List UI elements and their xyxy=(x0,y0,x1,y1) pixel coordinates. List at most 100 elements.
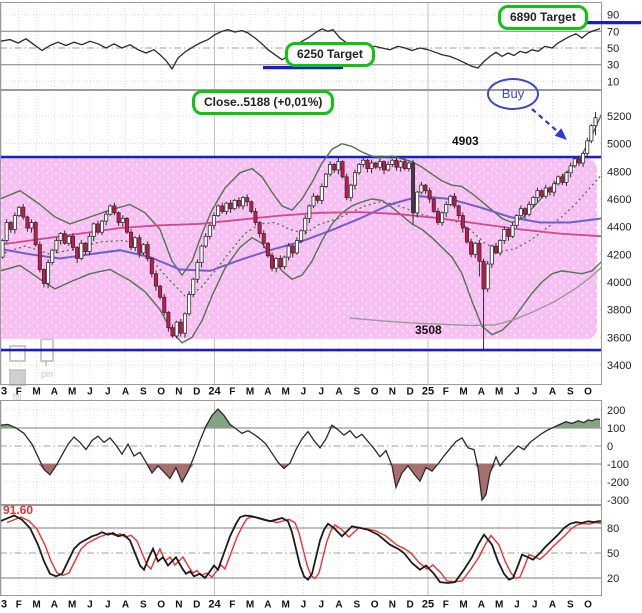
candle xyxy=(50,249,55,264)
candle xyxy=(307,205,312,219)
candle xyxy=(37,244,42,270)
candle xyxy=(340,161,345,178)
candle xyxy=(547,187,552,193)
candle xyxy=(377,161,382,168)
candle xyxy=(112,205,117,214)
x-axis-label: M xyxy=(246,600,254,611)
candle xyxy=(21,206,26,218)
x-axis-label: M xyxy=(281,600,289,611)
candle xyxy=(460,215,465,229)
x-axis-label: 24 xyxy=(208,599,221,611)
x-axis-label: M xyxy=(459,387,467,398)
candle xyxy=(261,233,266,244)
y-axis-label: 4200 xyxy=(607,249,631,261)
candle xyxy=(498,240,503,254)
candle xyxy=(33,222,38,246)
candle xyxy=(473,242,478,255)
close-price-label: Close..5188 (+0,01%) xyxy=(192,90,335,115)
x-axis-label: D xyxy=(407,387,414,398)
candle xyxy=(394,159,399,168)
x-axis-label: S xyxy=(140,387,147,398)
ma-gray xyxy=(349,266,602,327)
candle xyxy=(481,260,486,290)
x-axis-label: J xyxy=(514,600,520,611)
y-axis-label: 3600 xyxy=(607,332,631,344)
candle xyxy=(191,278,196,295)
candle xyxy=(95,223,100,233)
candle xyxy=(129,231,134,248)
price-panel: 5200 5000 4800 4600 4400 4200 4000 3800 3600 3400 xyxy=(0,111,631,372)
candle xyxy=(257,222,262,234)
candle xyxy=(253,211,258,223)
candle xyxy=(556,176,561,185)
candle xyxy=(83,242,88,252)
x-axis-label: A xyxy=(264,387,271,398)
candle xyxy=(124,217,129,233)
x-axis-label: 24 xyxy=(208,386,221,398)
x-axis-label: M xyxy=(495,387,503,398)
candle xyxy=(435,211,440,223)
candle xyxy=(282,256,287,268)
candle xyxy=(274,258,279,269)
candle xyxy=(8,222,13,230)
resistance-level-label: 4903 xyxy=(452,134,479,148)
x-axis-label: M xyxy=(32,387,40,398)
candle xyxy=(361,159,366,165)
candle xyxy=(120,217,125,223)
candle xyxy=(12,215,17,230)
candle xyxy=(141,244,146,254)
x-axis-label: S xyxy=(140,600,147,611)
y-axis-label: -200 xyxy=(607,477,629,489)
x-axis-label: A xyxy=(264,600,271,611)
candle xyxy=(311,195,316,207)
x-axis-label: N xyxy=(175,600,182,611)
x-axis-label: 3 xyxy=(1,599,7,611)
candle xyxy=(427,190,432,200)
candle xyxy=(66,235,71,244)
candle xyxy=(158,285,163,298)
candle xyxy=(539,190,544,197)
x-axis-label: J xyxy=(532,387,538,398)
candle xyxy=(332,164,337,171)
candle xyxy=(62,233,67,244)
oscillator-panel: 200 100 0 -100 -200 -300 xyxy=(0,405,629,507)
x-axis-label: O xyxy=(371,387,379,398)
x-axis-label: J xyxy=(87,387,93,398)
candle xyxy=(365,159,370,169)
candle xyxy=(373,162,378,168)
x-axis-label: S xyxy=(567,600,574,611)
x-axis-label: D xyxy=(407,600,414,611)
candle xyxy=(228,202,233,210)
x-axis-label: N xyxy=(389,600,396,611)
y-axis-label: 200 xyxy=(607,405,625,417)
candle xyxy=(278,258,283,268)
x-axis-label: O xyxy=(584,387,592,398)
x-axis-label: A xyxy=(335,600,342,611)
x-axis-label: N xyxy=(389,387,396,398)
candle xyxy=(232,199,237,210)
x-axis-label: 25 xyxy=(422,599,434,611)
x-axis-label: F xyxy=(229,387,235,398)
x-axis-label: F xyxy=(16,600,22,611)
candle xyxy=(581,152,586,164)
x-axis-label: O xyxy=(157,387,165,398)
candle xyxy=(523,208,528,215)
candle xyxy=(265,242,270,257)
candle xyxy=(485,263,490,290)
x-axis-label: M xyxy=(246,387,254,398)
pin-tool-label: pin xyxy=(40,369,53,379)
x-axis-label: 25 xyxy=(422,386,434,398)
candle xyxy=(344,176,349,199)
candle xyxy=(323,173,328,187)
x-axis-label: M xyxy=(281,387,289,398)
candle xyxy=(406,162,411,169)
candle xyxy=(75,247,80,259)
ma-purple xyxy=(0,195,602,272)
candle xyxy=(270,255,275,269)
candle xyxy=(220,205,225,212)
candle xyxy=(589,125,594,142)
y-axis-label: 4400 xyxy=(607,222,631,234)
y-axis-label: 4800 xyxy=(607,166,631,178)
